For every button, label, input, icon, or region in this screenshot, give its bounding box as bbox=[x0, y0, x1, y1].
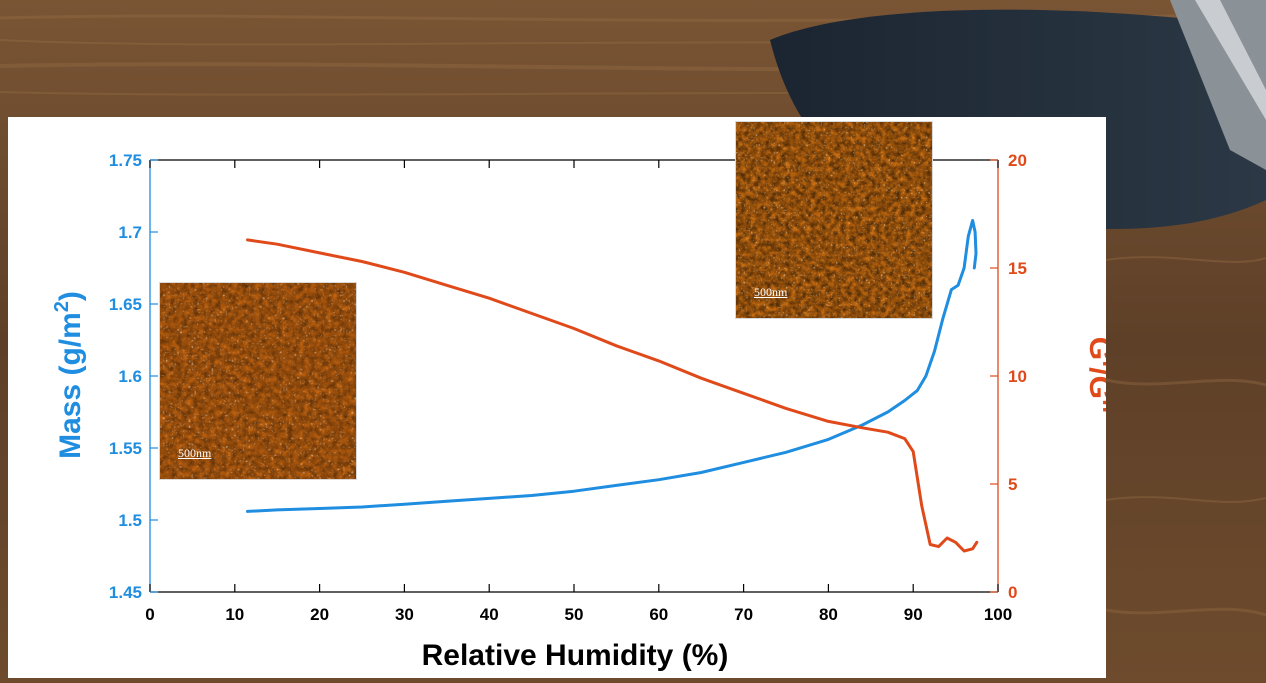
afm-image-high-humidity: 500nm bbox=[735, 121, 933, 319]
x-tick-label: 60 bbox=[649, 605, 668, 624]
afm-texture bbox=[160, 283, 356, 479]
x-axis-title: Relative Humidity (%) bbox=[422, 639, 729, 672]
modulus-ratio-line bbox=[246, 238, 979, 553]
y-left-tick-label: 1.55 bbox=[109, 439, 142, 458]
chart-ticks: 0 10 20 30 40 50 60 70 80 90 1001.451.51.551.61.65… bbox=[109, 151, 1027, 624]
scale-bar-label: 500nm bbox=[754, 285, 788, 299]
x-tick-label: 90 bbox=[904, 605, 923, 624]
y-left-tick-label: 1.75 bbox=[109, 151, 142, 170]
y-left-tick-label: 1.7 bbox=[118, 223, 142, 242]
y-left-axis-title-superscript: 2 bbox=[51, 301, 73, 312]
afm-image-low-humidity: 500nm bbox=[159, 282, 357, 480]
x-tick-label: 80 bbox=[819, 605, 838, 624]
afm-texture bbox=[736, 122, 932, 318]
y-right-axis-title: G'/G'' bbox=[1083, 337, 1106, 413]
y-right-tick-label: 15 bbox=[1008, 259, 1027, 278]
y-left-tick-label: 1.65 bbox=[109, 295, 142, 314]
y-right-tick-label: 0 bbox=[1008, 583, 1017, 602]
chart-series bbox=[246, 219, 979, 553]
y-left-tick-label: 1.5 bbox=[118, 511, 142, 530]
x-tick-label: 40 bbox=[480, 605, 499, 624]
y-right-tick-label: 20 bbox=[1008, 151, 1027, 170]
y-right-tick-label: 10 bbox=[1008, 367, 1027, 386]
x-tick-label: 100 bbox=[984, 605, 1012, 624]
y-left-tick-label: 1.6 bbox=[118, 367, 142, 386]
humidity-chart: 0 10 20 30 40 50 60 70 80 90 1001.451.51.551.61.65… bbox=[51, 151, 1106, 672]
y-left-tick-label: 1.45 bbox=[109, 583, 142, 602]
x-tick-label: 0 bbox=[145, 605, 154, 624]
x-tick-label: 10 bbox=[225, 605, 244, 624]
scale-bar-label: 500nm bbox=[178, 446, 212, 460]
mass-line bbox=[246, 219, 978, 513]
y-right-tick-label: 5 bbox=[1008, 475, 1017, 494]
chart-panel: 0 10 20 30 40 50 60 70 80 90 100 1.45 1.5 1.55 1.6 1.65… bbox=[8, 117, 1106, 678]
x-tick-label: 50 bbox=[565, 605, 584, 624]
x-tick-label: 30 bbox=[395, 605, 414, 624]
x-tick-label: 20 bbox=[310, 605, 329, 624]
y-left-axis-title: Mass (g/m2) bbox=[51, 291, 87, 459]
y-left-axis-title-close: ) bbox=[54, 291, 87, 301]
x-tick-label: 70 bbox=[734, 605, 753, 624]
y-left-axis-title-text: Mass (g/m bbox=[54, 312, 87, 459]
